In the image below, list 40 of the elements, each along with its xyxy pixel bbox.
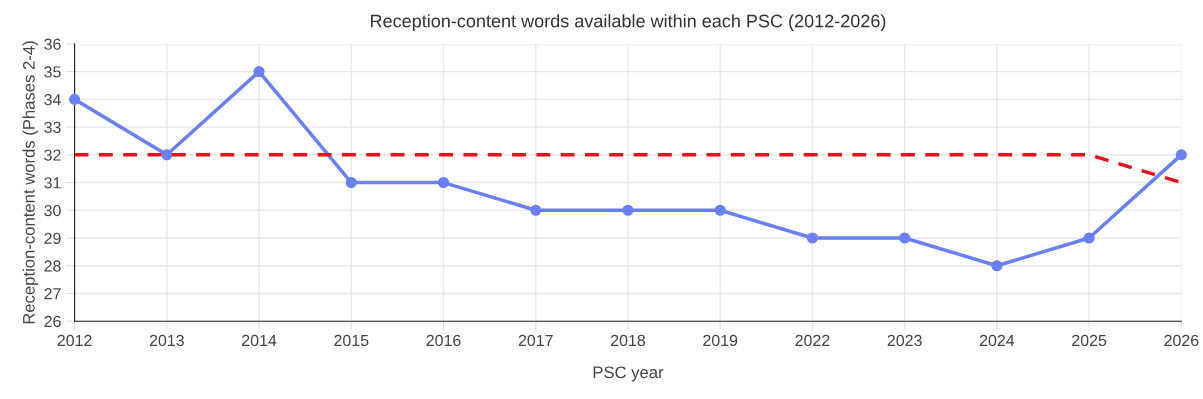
- x-axis-title: PSC year: [593, 366, 664, 382]
- x-tick-label: 2013: [149, 334, 184, 347]
- y-tick-label: 32: [44, 149, 61, 161]
- y-tick-label: 26: [44, 315, 61, 328]
- x-tick-label: 2014: [242, 334, 277, 347]
- x-tick-label: 2025: [1072, 334, 1107, 347]
- point: [991, 260, 1003, 272]
- y-tick-label: 30: [44, 204, 61, 217]
- y-tick-label: 35: [44, 66, 61, 78]
- y-tick-label: 33: [44, 121, 61, 134]
- point: [69, 93, 81, 105]
- x-tick-label: 2015: [334, 334, 369, 347]
- x-tick-label: 2023: [887, 334, 922, 347]
- y-tick-label: 36: [44, 38, 61, 50]
- y-tick-label: 31: [44, 177, 61, 189]
- chart-title: Reception-content words available within each PSC (2012-2026): [371, 14, 886, 31]
- point: [622, 204, 634, 216]
- x-tick-label: 2026: [1164, 334, 1199, 347]
- point: [161, 149, 173, 161]
- x-tick-label: 2018: [611, 334, 646, 347]
- point: [1175, 149, 1187, 161]
- point: [437, 176, 450, 189]
- x-tick-label: 2019: [703, 334, 738, 347]
- point: [714, 204, 726, 216]
- point: [253, 66, 265, 78]
- x-tick-label: 2016: [426, 334, 461, 347]
- point: [899, 232, 911, 244]
- point: [1083, 232, 1095, 244]
- point: [345, 176, 357, 189]
- x-tick-label: 2017: [518, 334, 553, 347]
- point: [806, 232, 818, 244]
- y-tick-label: 34: [44, 93, 61, 106]
- y-axis-title: Reception-content words (Phases 2-4): [22, 41, 39, 324]
- x-tick-label: 2012: [57, 334, 92, 347]
- y-tick-label: 28: [44, 260, 61, 272]
- y-tick-label: 29: [44, 232, 61, 244]
- point: [530, 204, 542, 216]
- y-tick-label: 27: [44, 288, 61, 300]
- x-tick-label: 2024: [979, 334, 1015, 347]
- x-tick-label: 2022: [795, 334, 830, 347]
